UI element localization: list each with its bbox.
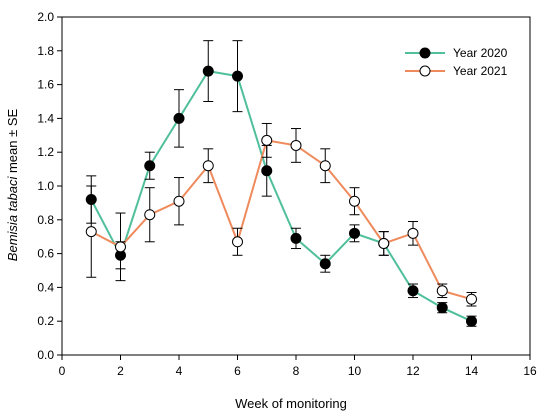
x-tick-label: 6 (234, 364, 241, 378)
data-point (290, 139, 302, 151)
legend-marker-2020 (419, 47, 431, 59)
data-point (173, 112, 185, 124)
series-year-2020 (90, 69, 472, 323)
legend: Year 2020 Year 2021 (405, 46, 508, 78)
x-tick-label: 2 (117, 364, 124, 378)
data-point (436, 285, 448, 297)
data-point (144, 160, 156, 172)
data-point (319, 160, 331, 172)
y-tick-label: 1.2 (37, 145, 54, 159)
data-point (144, 209, 156, 221)
x-tick-label: 8 (293, 364, 300, 378)
y-tick-label: 1.4 (37, 111, 54, 125)
y-tick-label: 0.0 (37, 348, 54, 362)
y-tick-label: 1.8 (37, 44, 54, 58)
y-tick-label: 1.0 (37, 179, 54, 193)
data-point (436, 302, 448, 314)
y-tick-label: 0.8 (37, 213, 54, 227)
y-axis-title-species: Bemisia tabaci (5, 176, 20, 262)
data-point (378, 237, 390, 249)
legend-label-2020: Year 2020 (453, 46, 508, 60)
data-point (407, 227, 419, 239)
axes (57, 16, 531, 360)
x-axis-title: Week of monitoring (235, 396, 347, 411)
data-point (115, 241, 126, 253)
data-point (261, 134, 273, 146)
data-point (349, 195, 360, 207)
y-tick-labels: 0.0 0.2 0.4 0.6 0.8 1.0 1.2 1.4 1.6 1.8 2.0 (37, 10, 54, 362)
y-tick-label: 0.2 (37, 314, 54, 328)
x-tick-label: 12 (406, 364, 420, 378)
x-tick-label: 0 (59, 364, 66, 378)
data-point (349, 227, 360, 239)
data-point (466, 293, 477, 305)
data-point (319, 258, 331, 270)
data-point (466, 315, 477, 327)
legend-entry-2021: Year 2021 (405, 64, 508, 78)
data-point (173, 195, 185, 207)
legend-entry-2020: Year 2020 (405, 46, 508, 60)
legend-label-2021: Year 2021 (453, 64, 508, 78)
data-point (261, 165, 273, 177)
y-axis-title: Bemisia tabaci mean ± SE (5, 108, 20, 261)
series-line (90, 69, 472, 323)
x-tick-label: 14 (465, 364, 479, 378)
x-tick-label: 16 (523, 364, 537, 378)
x-tick-label: 10 (348, 364, 362, 378)
x-tick-label: 4 (176, 364, 183, 378)
data-point (202, 65, 214, 77)
y-tick-label: 1.6 (37, 78, 54, 92)
series-layer (85, 40, 477, 327)
data-point (85, 226, 97, 238)
y-tick-label: 0.4 (37, 280, 54, 294)
data-point (232, 236, 243, 248)
legend-marker-2021 (419, 65, 431, 77)
series-points-year-2021 (85, 122, 477, 307)
data-point (407, 285, 419, 297)
data-point (290, 232, 302, 244)
x-tick-labels: 0 2 4 6 8 10 12 14 16 (59, 364, 537, 378)
y-tick-label: 2.0 (37, 10, 54, 24)
data-point (202, 160, 214, 172)
y-axis-title-suffix: mean ± SE (5, 108, 20, 176)
y-tick-label: 0.6 (37, 247, 54, 261)
data-point (232, 70, 243, 82)
